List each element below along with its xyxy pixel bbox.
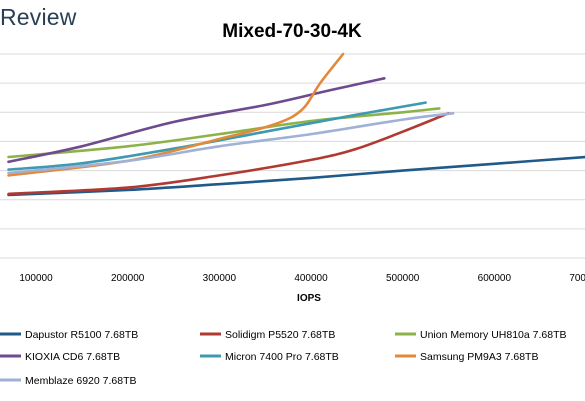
chart-title: Mixed-70-30-4K [222, 21, 362, 42]
series-layer [7, 52, 585, 197]
legend-label-5: Micron 7400 Pro 7.68TB [225, 351, 339, 363]
x-tick-label: 500000 [386, 273, 420, 284]
brand-logo-text: Review [0, 4, 77, 30]
series-line-6 [7, 52, 345, 177]
legend-label-7: Memblaze 6920 7.68TB [25, 375, 136, 387]
legend-label-2: Solidigm P5520 7.68TB [225, 329, 335, 341]
series-line-1 [7, 155, 585, 197]
series-line-2 [7, 112, 450, 196]
series-line-5 [7, 101, 427, 171]
grid-layer [0, 53, 585, 230]
legend-label-3: Union Memory UH810a 7.68TB [420, 329, 566, 341]
x-tick-label: 200000 [111, 273, 145, 284]
x-tick-labels: 100000 200000 300000 400000 500000 600000 7000… [19, 273, 585, 284]
series-line-4 [7, 77, 386, 164]
x-tick-label: 600000 [478, 273, 512, 284]
legend-label-1: Dapustor R5100 7.68TB [25, 329, 138, 341]
series-line-3 [7, 107, 441, 159]
x-axis-label: IOPS [297, 293, 321, 304]
x-tick-label: 300000 [203, 273, 237, 284]
legend: Dapustor R5100 7.68TB Solidigm P5520 7.68… [0, 329, 566, 387]
x-tick-label: 100000 [19, 273, 53, 284]
x-tick-label: 700000 [569, 273, 585, 284]
legend-label-6: Samsung PM9A3 7.68TB [420, 351, 538, 363]
legend-label-4: KIOXIA CD6 7.68TB [25, 351, 120, 363]
x-tick-label: 400000 [294, 273, 328, 284]
series-line-7 [7, 112, 455, 175]
